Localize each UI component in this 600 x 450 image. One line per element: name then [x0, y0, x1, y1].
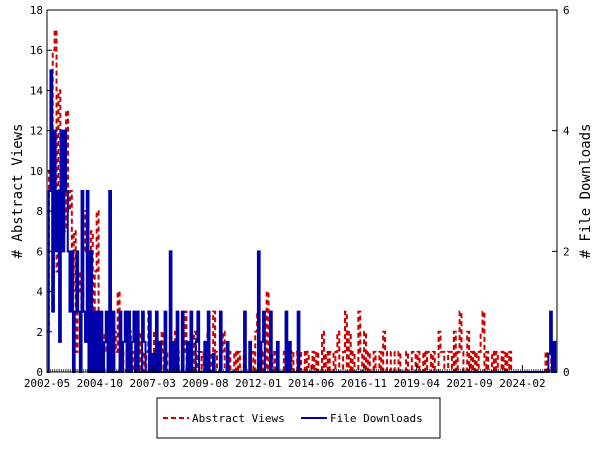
ticks-layer: 0 2 4 6 8 10 12 14 16 18 0 2 4 6 2002-05 2004-10 2007-03…	[24, 4, 570, 390]
y-left-tick-label: 0	[36, 366, 43, 379]
x-tick-label: 2007-03	[129, 377, 175, 390]
y-left-tick-label: 10	[30, 165, 43, 178]
x-tick-label: 2004-10	[77, 377, 123, 390]
y-right-tick-label: 6	[563, 4, 570, 17]
x-tick-label: 2002-05	[24, 377, 70, 390]
y-axis-right-title: # File Downloads	[578, 124, 594, 259]
legend: Abstract Views File Downloads	[156, 397, 441, 439]
plot-frame	[46, 9, 558, 373]
x-tick-label: 2012-01	[235, 377, 281, 390]
y-left-tick-label: 18	[30, 4, 43, 17]
y-right-tick-label: 4	[563, 125, 570, 138]
legend-label-file-downloads: File Downloads	[330, 412, 423, 425]
x-tick-label: 2024-02	[499, 377, 545, 390]
y-left-tick-label: 6	[36, 245, 43, 258]
x-tick-label: 2009-08	[182, 377, 228, 390]
y-left-tick-label: 2	[36, 326, 43, 339]
y-right-tick-label: 2	[563, 245, 570, 258]
x-tick-label: 2016-11	[341, 377, 387, 390]
y-left-tick-label: 16	[30, 44, 43, 57]
x-tick-label: 2019-04	[394, 377, 441, 390]
y-right-tick-label: 0	[563, 366, 570, 379]
x-tick-label: 2014-06	[288, 377, 334, 390]
x-tick-label: 2021-09	[446, 377, 492, 390]
y-left-tick-label: 14	[30, 84, 44, 97]
legend-label-abstract-views: Abstract Views	[192, 412, 285, 425]
y-left-tick-label: 4	[36, 286, 43, 299]
y-left-tick-label: 12	[30, 125, 43, 138]
legend-box	[156, 397, 441, 439]
y-axis-left-title: # Abstract Views	[10, 124, 26, 259]
y-left-tick-label: 8	[36, 205, 43, 218]
